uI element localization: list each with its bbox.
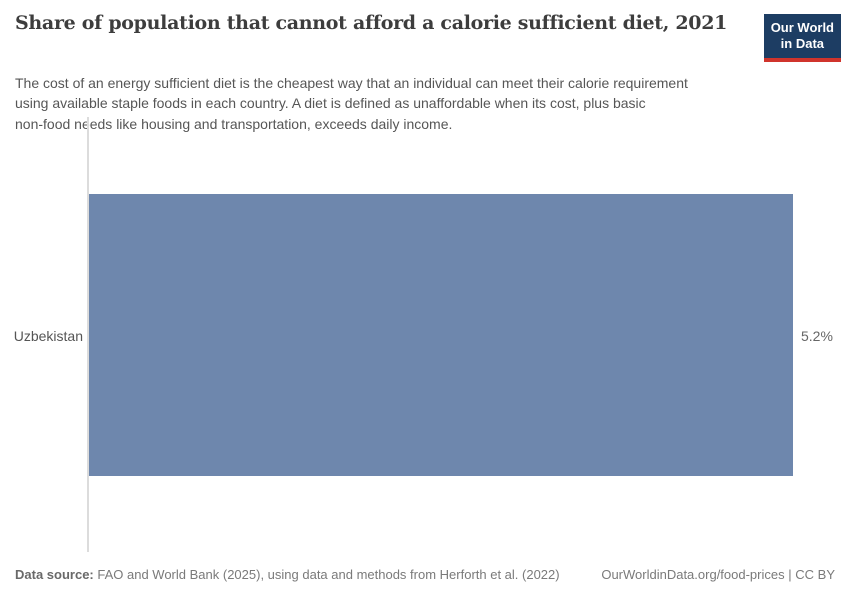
y-axis-line [87,117,89,552]
footer-data-source: Data source: FAO and World Bank (2025), … [15,567,560,584]
chart-subtitle: The cost of an energy sufficient diet is… [15,74,688,132]
owid-url-link[interactable]: OurWorldinData.org/food-prices [601,567,785,582]
title-row: Share of population that cannot afford a… [15,12,841,62]
owid-logo: Our World in Data [763,14,841,62]
value-label-uzbekistan: 5.2% [801,328,833,344]
owid-logo-line2: in Data [780,36,825,52]
chart-footer: Data source: FAO and World Bank (2025), … [15,567,835,584]
plot-area [88,194,793,476]
footer-credits: OurWorldinData.org/food-prices | CC BY [601,567,835,584]
bar-uzbekistan[interactable] [88,194,793,476]
chart-header: Share of population that cannot afford a… [15,12,841,135]
chart-title: Share of population that cannot afford a… [15,12,728,34]
owid-logo-line1: Our World [770,20,834,35]
footer-separator: | [788,567,792,582]
data-source-label: Data source: [15,567,94,582]
entity-label-uzbekistan: Uzbekistan [13,328,83,344]
data-source-text: FAO and World Bank (2025), using data an… [97,567,560,582]
license-badge: CC BY [795,567,835,582]
